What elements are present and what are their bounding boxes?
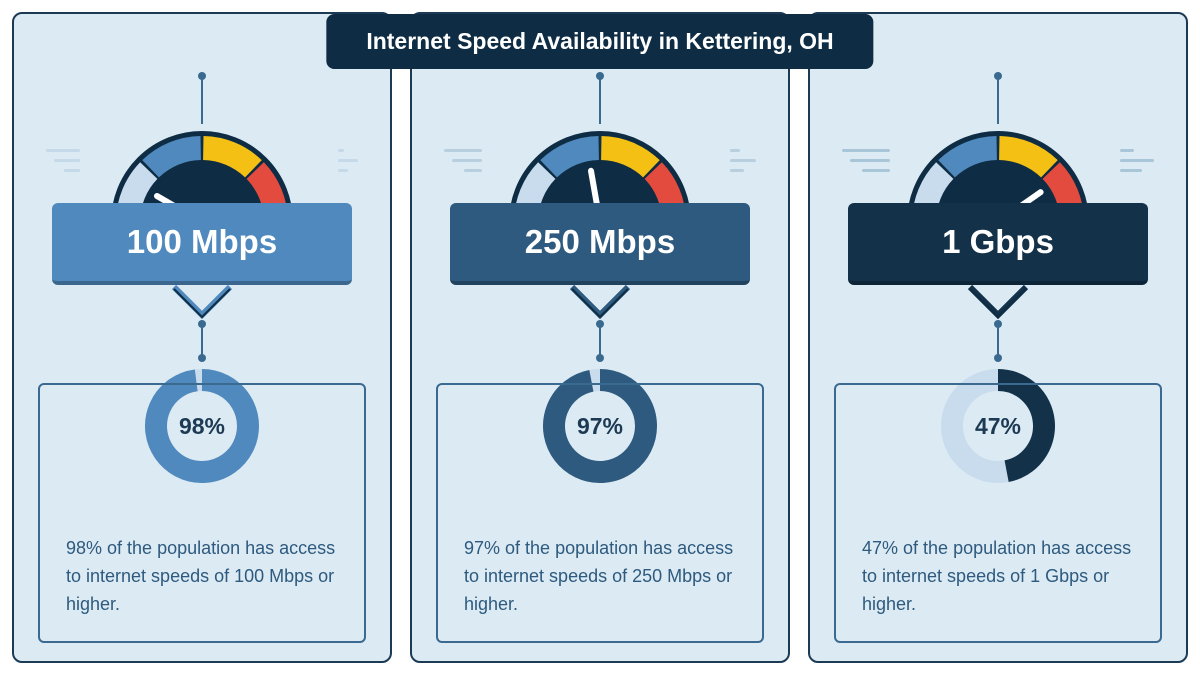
info-text: 98% of the population has access to inte… — [66, 535, 338, 619]
info-text: 47% of the population has access to inte… — [862, 535, 1134, 619]
speed-lines-right — [338, 149, 358, 179]
connector-line — [599, 324, 601, 358]
info-text: 97% of the population has access to inte… — [464, 535, 736, 619]
pointer-icon — [968, 285, 1028, 319]
info-box: 98% of the population has access to inte… — [38, 383, 366, 643]
connector-line — [201, 324, 203, 358]
pointer-icon — [570, 285, 630, 319]
speed-label: 1 Gbps — [848, 203, 1148, 285]
connector-line — [997, 76, 999, 124]
speed-label: 100 Mbps — [52, 203, 352, 285]
speed-lines-right — [730, 149, 756, 179]
connector-line — [599, 76, 601, 124]
speed-label: 250 Mbps — [450, 203, 750, 285]
connector-line — [201, 76, 203, 124]
cards-row: 100 Mbps 98% 98% of the population has a… — [0, 0, 1200, 675]
infographic-root: Internet Speed Availability in Kettering… — [0, 0, 1200, 675]
info-box: 97% of the population has access to inte… — [436, 383, 764, 643]
speed-card: 100 Mbps 98% 98% of the population has a… — [12, 12, 392, 663]
page-title: Internet Speed Availability in Kettering… — [326, 14, 873, 69]
speed-lines-left — [46, 149, 80, 179]
pointer-icon — [172, 285, 232, 319]
info-box: 47% of the population has access to inte… — [834, 383, 1162, 643]
connector-line — [997, 324, 999, 358]
speed-lines-right — [1120, 149, 1154, 179]
speed-card: 250 Mbps 97% 97% of the population has a… — [410, 12, 790, 663]
speed-card: 1 Gbps 47% 47% of the population has acc… — [808, 12, 1188, 663]
speed-lines-left — [444, 149, 482, 179]
speed-lines-left — [842, 149, 890, 179]
